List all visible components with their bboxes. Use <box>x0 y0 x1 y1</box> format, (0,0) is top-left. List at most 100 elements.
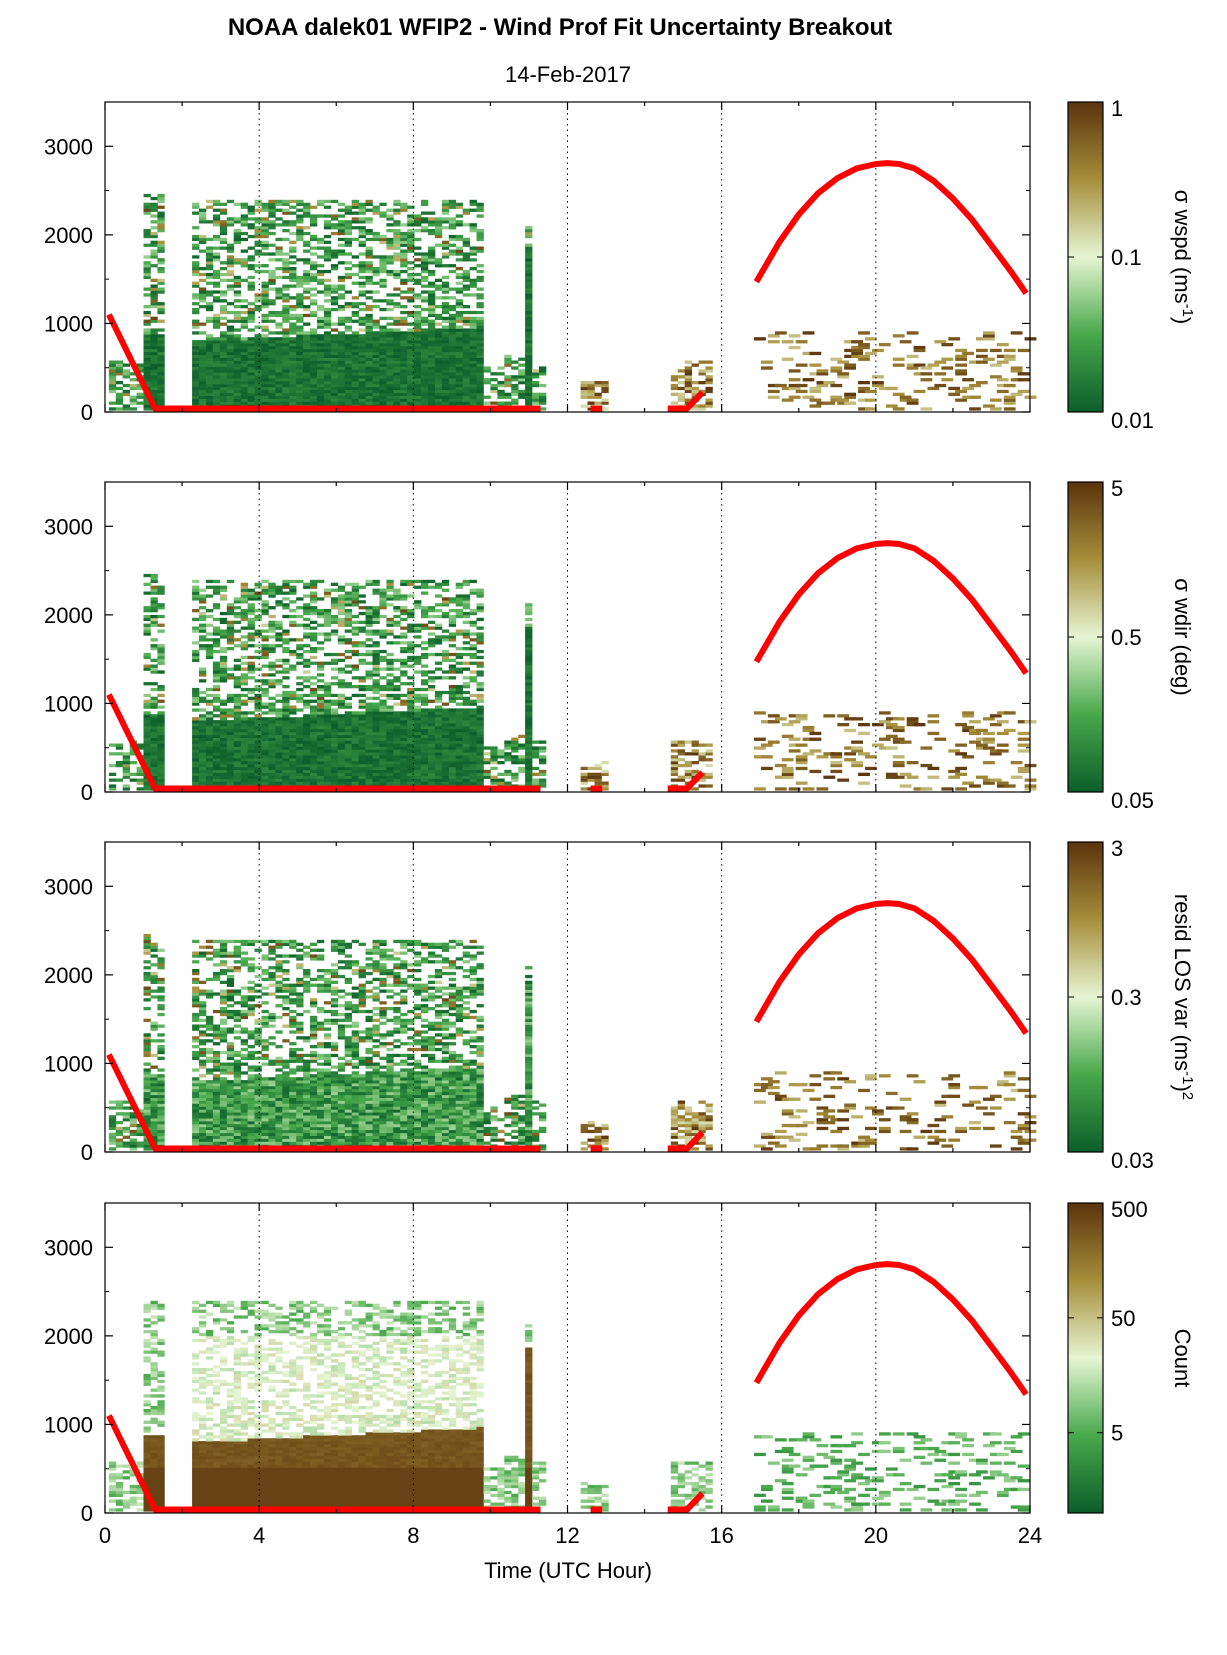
heatmap-cell <box>580 392 588 396</box>
heatmap-cell <box>462 395 470 399</box>
heatmap-cell <box>462 366 470 370</box>
heatmap-cell <box>150 226 158 230</box>
heatmap-cell <box>407 579 415 584</box>
heatmap-cell <box>455 345 463 350</box>
heatmap-cell <box>337 623 346 627</box>
heatmap-cell <box>323 778 332 782</box>
heatmap-cell <box>261 345 269 350</box>
heatmap-cell <box>115 369 124 373</box>
heatmap-cell <box>983 357 995 361</box>
heatmap-cell <box>913 363 926 367</box>
heatmap-cell <box>386 369 394 373</box>
heatmap-cell <box>393 293 401 297</box>
heatmap-cell <box>289 240 297 244</box>
heatmap-cell <box>351 588 359 592</box>
heatmap-cell <box>289 620 297 624</box>
heatmap-cell <box>247 401 255 405</box>
heatmap-cell <box>150 752 158 756</box>
heatmap-cell <box>448 392 457 396</box>
heatmap-cell <box>289 211 297 215</box>
heatmap-cell <box>330 728 339 733</box>
heatmap-cell <box>330 723 339 727</box>
heatmap-cell <box>386 661 394 665</box>
heatmap-cell <box>344 603 352 607</box>
heatmap-cell <box>296 772 304 776</box>
heatmap-cell <box>192 594 200 598</box>
heatmap-cell <box>268 337 276 341</box>
heatmap-cell <box>379 635 387 639</box>
heatmap-cell <box>219 237 228 242</box>
heatmap-cell <box>434 708 443 712</box>
heatmap-cell <box>143 261 151 265</box>
heatmap-cell <box>386 731 394 736</box>
heatmap-cell <box>400 743 408 747</box>
heatmap-cell <box>469 734 477 738</box>
heatmap-cell <box>996 360 1009 364</box>
heatmap-cell <box>206 237 214 242</box>
heatmap-cell <box>122 375 130 379</box>
heatmap-cell <box>268 711 276 715</box>
heatmap-cell <box>275 381 283 385</box>
heatmap-cell <box>296 337 304 341</box>
heatmap-cell <box>226 609 235 613</box>
heatmap-cell <box>428 328 436 332</box>
heatmap-cell <box>455 632 463 636</box>
heatmap-cell <box>240 378 248 382</box>
heatmap-cell <box>254 234 262 239</box>
heatmap-cell <box>469 389 477 394</box>
heatmap-cell <box>358 626 366 630</box>
heatmap-cell <box>330 775 339 779</box>
heatmap-cell <box>393 354 401 358</box>
heatmap-cell <box>199 343 207 347</box>
heatmap-cell <box>448 781 457 785</box>
heatmap-cell <box>150 249 158 253</box>
heatmap-cell <box>150 597 158 601</box>
heatmap-cell <box>448 237 457 242</box>
heatmap-cell <box>226 714 235 718</box>
heatmap-cell <box>261 305 269 309</box>
heatmap-cell <box>233 240 241 244</box>
heatmap-cell <box>219 740 228 744</box>
heatmap-cell <box>254 655 262 660</box>
heatmap-cell <box>414 217 422 221</box>
heatmap-cell <box>434 226 443 230</box>
heatmap-cell <box>525 354 533 358</box>
heatmap-cell <box>226 775 235 779</box>
heatmap-cell <box>275 369 283 373</box>
heatmap-cell <box>199 769 207 774</box>
heatmap-cell <box>136 395 144 399</box>
heatmap-cell <box>462 287 470 291</box>
heatmap-cell <box>448 226 457 230</box>
heatmap-cell <box>372 237 380 242</box>
heatmap-cell <box>483 401 491 405</box>
heatmap-cell <box>358 264 366 268</box>
heatmap-cell <box>192 269 200 274</box>
heatmap-cell <box>192 307 200 312</box>
heatmap-cell <box>247 766 255 771</box>
heatmap-cell <box>261 357 269 361</box>
heatmap-cell <box>434 383 443 388</box>
heatmap-cell <box>289 389 297 394</box>
heatmap-cell <box>407 372 415 376</box>
heatmap-cell <box>476 395 484 399</box>
heatmap-cell <box>351 337 359 341</box>
heatmap-cell <box>434 231 443 236</box>
heatmap-cell <box>157 334 165 338</box>
heatmap-cell <box>428 261 436 265</box>
heatmap-cell <box>261 375 269 379</box>
heatmap-cell <box>157 375 165 379</box>
heatmap-cell <box>400 252 408 256</box>
heatmap-cell <box>462 363 470 367</box>
heatmap-cell <box>282 670 290 674</box>
heatmap-cell <box>303 594 311 598</box>
heatmap-cell <box>518 372 526 376</box>
heatmap-cell <box>365 638 373 642</box>
heatmap-cell <box>400 337 408 341</box>
heatmap-cell <box>254 632 262 636</box>
heatmap-cell <box>282 267 290 271</box>
heatmap-cell <box>219 725 228 730</box>
heatmap-cell <box>192 357 200 361</box>
heatmap-cell <box>365 717 373 721</box>
heatmap-cell <box>379 772 387 776</box>
heatmap-cell <box>240 676 248 680</box>
